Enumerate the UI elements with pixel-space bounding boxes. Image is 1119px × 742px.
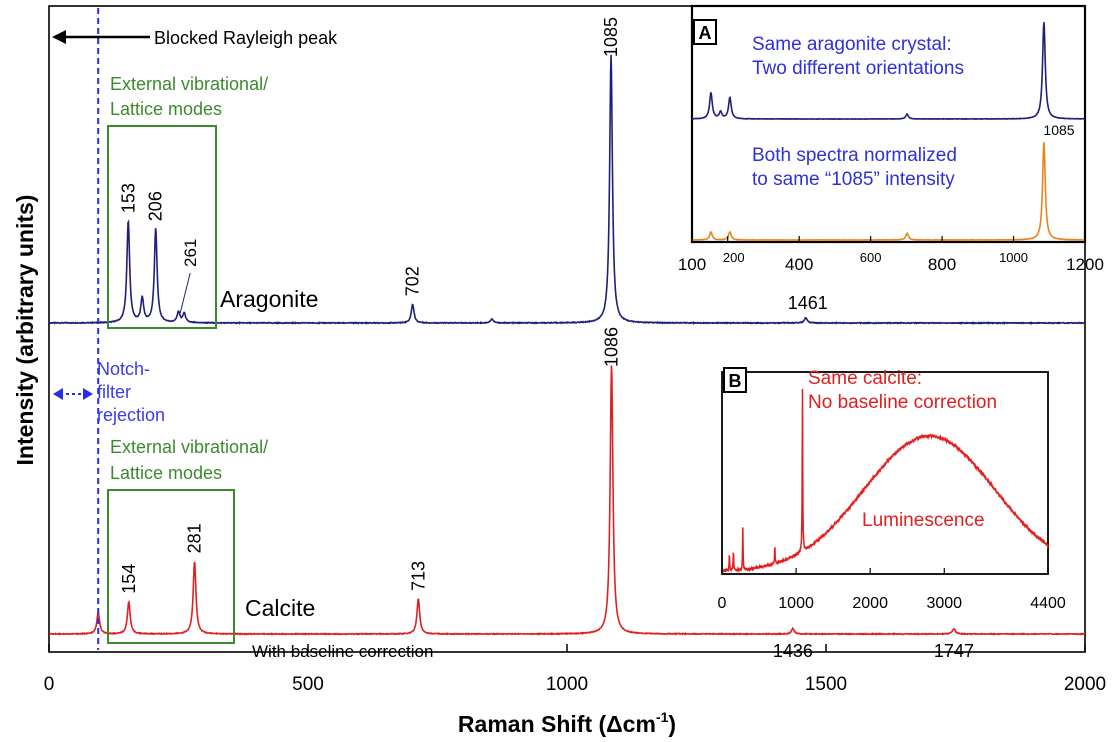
peak-label-1747: 1747: [934, 641, 974, 661]
peak-label-206: 206: [146, 191, 166, 221]
y-axis-title: Intensity (arbitrary units): [12, 195, 38, 466]
inset-b-curves: [721, 388, 1049, 575]
peak-label-261: 261: [181, 239, 200, 267]
inset-a-text-line2: Two different orientations: [752, 58, 964, 79]
x-tick-label-0: 0: [44, 674, 55, 695]
notch-label-line3: rejection: [97, 405, 165, 425]
inset-a-tick-label-100: 100: [678, 255, 706, 274]
main-peak-labels: 153 206 261 702 1085 1461 154 281 713 1086 1436 174…: [118, 17, 974, 661]
peak-label-1461: 1461: [788, 293, 828, 313]
x-tick-label-500: 500: [292, 674, 324, 695]
inset-b-series-line: [721, 388, 1049, 575]
series-aragonite-line: [48, 54, 1086, 325]
inset-a-background: [692, 6, 1085, 242]
inset-a-tick-label-800: 800: [928, 255, 956, 274]
inset-a-series-1-line: [692, 22, 1086, 121]
inset-b-text-line1: Same calcite:: [808, 368, 922, 389]
peak-label-702: 702: [403, 266, 423, 296]
inset-a-tick-label-600: 600: [860, 250, 882, 265]
peak-leader-261: [179, 272, 191, 314]
inset-a-frame: [690, 4, 1087, 244]
x-axis-title-close: ): [668, 711, 676, 737]
x-tick-label-2000: 2000: [1064, 674, 1106, 695]
inset-b-frame: [721, 371, 1049, 575]
notch-range-arrow-left: [53, 388, 63, 400]
inset-a: A Same aragonite crystal: Two different …: [678, 4, 1104, 274]
inset-a-badge: A: [699, 23, 712, 43]
inset-b-badge-box: [723, 367, 747, 393]
inset-b: B Same calcite: No baseline correction L…: [718, 367, 1066, 612]
inset-b-tick-label-0: 0: [718, 595, 727, 612]
inset-b-tick-label-1000: 1000: [778, 595, 814, 612]
inset-a-text-line1: Same aragonite crystal:: [752, 34, 952, 55]
calcite-modes-label-line2: Lattice modes: [110, 463, 222, 483]
inset-a-text-line4: to same “1085” intensity: [752, 169, 955, 190]
inset-a-tick-label-400: 400: [785, 255, 813, 274]
inset-a-tick-label-1200: 1200: [1066, 255, 1104, 274]
inset-b-tick-label-4400: 4400: [1030, 595, 1066, 612]
aragonite-modes-label-line2: Lattice modes: [110, 99, 222, 119]
peak-label-281: 281: [185, 523, 205, 553]
aragonite-modes-box: [107, 125, 217, 329]
inset-a-tick-label-200: 200: [723, 250, 745, 265]
main-curves: [48, 54, 1086, 636]
x-tick-label-1500: 1500: [805, 674, 847, 695]
x-axis-title: Raman Shift (Δcm-1): [458, 709, 676, 737]
peak-label-1085: 1085: [601, 17, 621, 57]
inset-b-x-axis-ticks: 0 1000 2000 3000 4400: [718, 568, 1066, 612]
inset-b-luminescence-label: Luminescence: [862, 510, 985, 531]
peak-label-1086: 1086: [602, 327, 622, 367]
inset-a-text-line3: Both spectra normalized: [752, 145, 957, 166]
x-axis-title-sup: -1: [656, 709, 669, 725]
notch-label-line2: filter: [97, 382, 131, 402]
x-axis-title-main: Raman Shift (Δcm: [458, 711, 656, 737]
calcite-series-label: Calcite: [245, 595, 315, 621]
inset-a-badge-box: [693, 19, 717, 45]
inset-a-series-2-line: [691, 142, 1086, 242]
inset-a-x-axis-ticks: 100 200 400 600 800 1000 1200: [678, 236, 1104, 274]
inset-b-badge: B: [729, 371, 742, 391]
series-calcite-line: [48, 365, 1086, 636]
inset-a-curves: [691, 22, 1086, 242]
aragonite-modes-label-line1: External vibrational/: [110, 74, 268, 94]
aragonite-series-label: Aragonite: [220, 286, 318, 312]
peak-label-1436: 1436: [773, 641, 813, 661]
peak-label-713: 713: [408, 561, 428, 591]
notch-range-arrow-right: [83, 388, 93, 400]
inset-b-tick-label-3000: 3000: [926, 595, 962, 612]
inset-b-background: [722, 372, 1048, 574]
calcite-modes-box: [107, 489, 235, 644]
inset-a-tick-label-1000: 1000: [999, 250, 1028, 265]
inset-b-text-line2: No baseline correction: [808, 392, 997, 413]
inset-a-peak-label: 1085: [1043, 122, 1074, 138]
inset-b-tick-label-2000: 2000: [852, 595, 888, 612]
rayleigh-label: Blocked Rayleigh peak: [154, 28, 338, 48]
peak-label-153: 153: [118, 183, 138, 213]
x-tick-label-1000: 1000: [546, 674, 588, 695]
rayleigh-arrow-head: [52, 30, 66, 44]
notch-label-line1: Notch-: [97, 359, 150, 379]
main-x-axis-ticks: 0 500 1000 1500 2000: [44, 644, 1106, 695]
baseline-correction-note: With baseline correction: [252, 642, 433, 661]
calcite-modes-label-line1: External vibrational/: [110, 437, 268, 457]
peak-label-154: 154: [119, 564, 139, 594]
